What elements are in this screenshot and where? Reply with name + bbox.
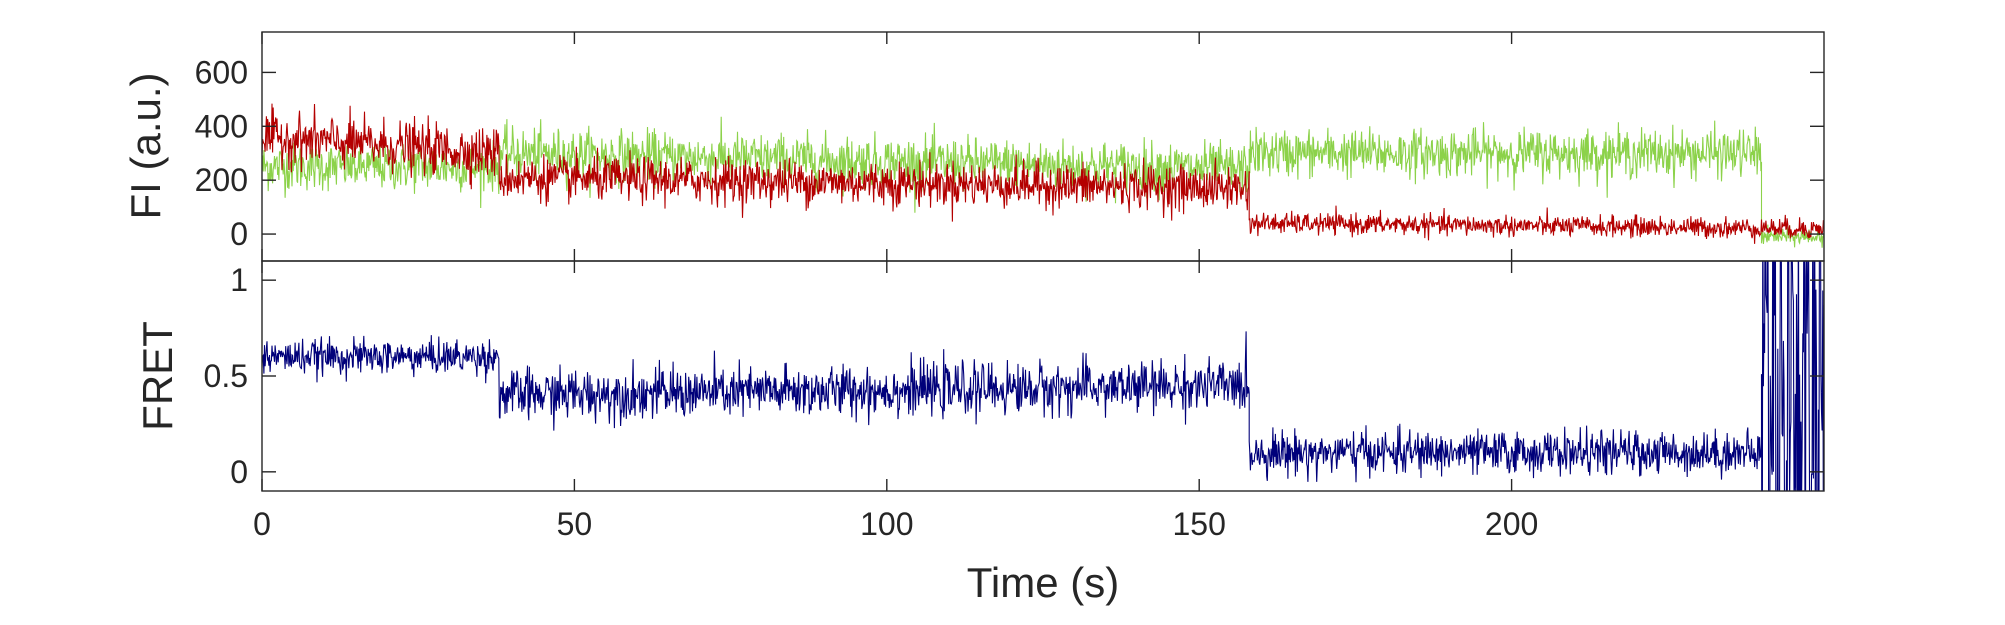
fret-series-0	[262, 261, 1824, 491]
fluorescence-panel: 0 200 400 600 FI (a.u.)	[122, 31, 1825, 262]
y-tick-label: 400	[195, 108, 248, 144]
fluorescence-y-axis-label: FI (a.u.)	[122, 72, 169, 219]
time-x-ticks: 0 50 100 150 200	[253, 261, 1538, 542]
x-tick-label: 0	[253, 506, 271, 542]
y-tick-label: 0.5	[204, 358, 248, 394]
x-tick-label: 50	[557, 506, 593, 542]
x-tick-label: 150	[1173, 506, 1226, 542]
time-x-axis-label: Time (s)	[967, 559, 1119, 606]
x-tick-label: 100	[860, 506, 913, 542]
y-tick-label: 1	[230, 262, 248, 298]
fret-y-ticks: 00.51	[204, 262, 1824, 490]
y-tick-label: 0	[230, 216, 248, 252]
fluorescence-traces	[262, 103, 1824, 248]
fluorescence-y-ticks: 0 200 400 600	[195, 32, 1824, 261]
x-tick-label: 200	[1485, 506, 1538, 542]
fret-panel: 00.51 0 50 100 150 200 FRET Time (s)	[134, 260, 1825, 606]
fret-axes-frame	[261, 260, 1825, 492]
fluorescence-series-0	[262, 116, 1824, 248]
fret-traces	[262, 261, 1824, 491]
fret-y-axis-label: FRET	[134, 321, 181, 431]
y-tick-label: 600	[195, 54, 248, 90]
fluorescence-series-1	[262, 103, 1824, 244]
y-tick-label: 0	[230, 454, 248, 490]
y-tick-label: 200	[195, 162, 248, 198]
